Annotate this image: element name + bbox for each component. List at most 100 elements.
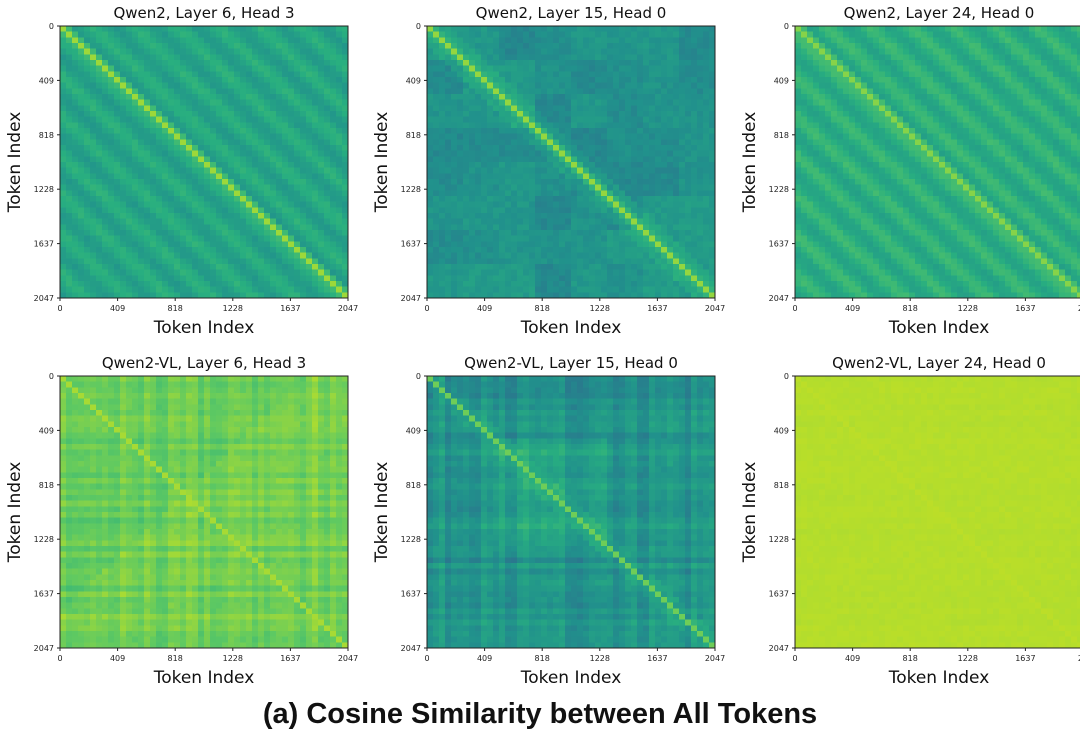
heatmap-cell	[487, 269, 494, 276]
heatmap-cell	[819, 31, 826, 38]
heatmap-cell	[228, 139, 235, 146]
heatmap-cell	[601, 196, 608, 203]
heatmap-cell	[336, 286, 343, 293]
heatmap-cell	[96, 99, 103, 106]
heatmap-cell	[661, 99, 668, 106]
heatmap-cell	[198, 71, 205, 78]
heatmap-cell	[60, 286, 67, 293]
heatmap-cell	[114, 133, 121, 140]
heatmap-cell	[282, 275, 289, 282]
heatmap-cell	[258, 179, 265, 186]
heatmap-cell	[667, 133, 674, 140]
heatmap-cell	[547, 286, 554, 293]
heatmap-cell	[469, 88, 476, 95]
heatmap-cell	[909, 31, 916, 38]
heatmap-cell	[246, 88, 253, 95]
heatmap-cell	[306, 139, 313, 146]
heatmap-cell	[336, 65, 343, 72]
heatmap-cell	[318, 281, 325, 288]
heatmap-cell	[933, 60, 940, 67]
heatmap-cell	[150, 213, 157, 220]
heatmap-cell	[60, 128, 67, 135]
heatmap-cell	[529, 241, 536, 248]
heatmap-cell	[511, 128, 518, 135]
heatmap-cell	[861, 60, 868, 67]
heatmap-cell	[108, 281, 115, 288]
heatmap-cell	[445, 48, 452, 55]
heatmap-cell	[126, 179, 133, 186]
heatmap-cell	[174, 167, 181, 174]
heatmap-cell	[114, 173, 121, 180]
heatmap-cell	[457, 269, 464, 276]
heatmap-cell	[427, 179, 434, 186]
heatmap-cell	[126, 286, 133, 293]
heatmap-cell	[487, 88, 494, 95]
heatmap-cell	[252, 167, 259, 174]
heatmap-cell	[90, 247, 97, 254]
heatmap-cell	[330, 133, 337, 140]
heatmap-cell	[186, 292, 193, 299]
heatmap-cell	[1023, 48, 1030, 55]
heatmap-cell	[204, 224, 211, 231]
heatmap-cell	[589, 26, 596, 33]
heatmap-cell	[661, 258, 668, 265]
heatmap-cell	[553, 213, 560, 220]
heatmap-cell	[433, 71, 440, 78]
heatmap-cell	[577, 190, 584, 197]
heatmap-cell	[487, 116, 494, 123]
heatmap-cell	[210, 71, 217, 78]
heatmap-cell	[879, 37, 886, 44]
heatmap-cell	[186, 179, 193, 186]
heatmap-cell	[228, 88, 235, 95]
heatmap-cell	[96, 269, 103, 276]
heatmap-cell	[306, 162, 313, 169]
heatmap-cell	[90, 54, 97, 61]
heatmap-cell	[120, 224, 127, 231]
heatmap-cell	[234, 241, 241, 248]
heatmap-cell	[625, 230, 632, 237]
heatmap-cell	[102, 213, 109, 220]
heatmap-cell	[1035, 26, 1042, 33]
heatmap-cell	[78, 48, 85, 55]
heatmap-cell	[703, 128, 710, 135]
heatmap-cell	[457, 184, 464, 191]
heatmap-cell	[703, 145, 710, 152]
heatmap-cell	[565, 173, 572, 180]
heatmap-cell	[457, 54, 464, 61]
heatmap-cell	[150, 71, 157, 78]
heatmap-cell	[78, 37, 85, 44]
heatmap-cell	[114, 275, 121, 282]
heatmap-cell	[324, 184, 331, 191]
heatmap-cell	[655, 94, 662, 101]
heatmap-cell	[571, 196, 578, 203]
heatmap-cell	[433, 167, 440, 174]
heatmap-cell	[156, 275, 163, 282]
heatmap-cell	[186, 281, 193, 288]
heatmap-cell	[132, 252, 139, 259]
heatmap-cell	[342, 258, 349, 265]
heatmap-cell	[517, 139, 524, 146]
heatmap-cell	[655, 82, 662, 89]
heatmap-cell	[174, 184, 181, 191]
heatmap-cell	[228, 26, 235, 33]
heatmap-cell	[445, 173, 452, 180]
heatmap-cell	[535, 247, 542, 254]
heatmap-cell	[685, 190, 692, 197]
heatmap-cell	[204, 88, 211, 95]
heatmap-cell	[222, 224, 229, 231]
heatmap-cell	[673, 88, 680, 95]
heatmap-cell	[607, 258, 614, 265]
heatmap-cell	[126, 128, 133, 135]
heatmap-cell	[493, 150, 500, 157]
heatmap-cell	[463, 145, 470, 152]
heatmap-cell	[879, 48, 886, 55]
heatmap-cell	[276, 196, 283, 203]
heatmap-cell	[150, 275, 157, 282]
heatmap-cell	[529, 156, 536, 163]
heatmap-cell	[577, 230, 584, 237]
heatmap-cell	[126, 60, 133, 67]
heatmap-cell	[535, 31, 542, 38]
heatmap-cell	[300, 196, 307, 203]
heatmap-cell	[589, 196, 596, 203]
heatmap-cell	[553, 150, 560, 157]
